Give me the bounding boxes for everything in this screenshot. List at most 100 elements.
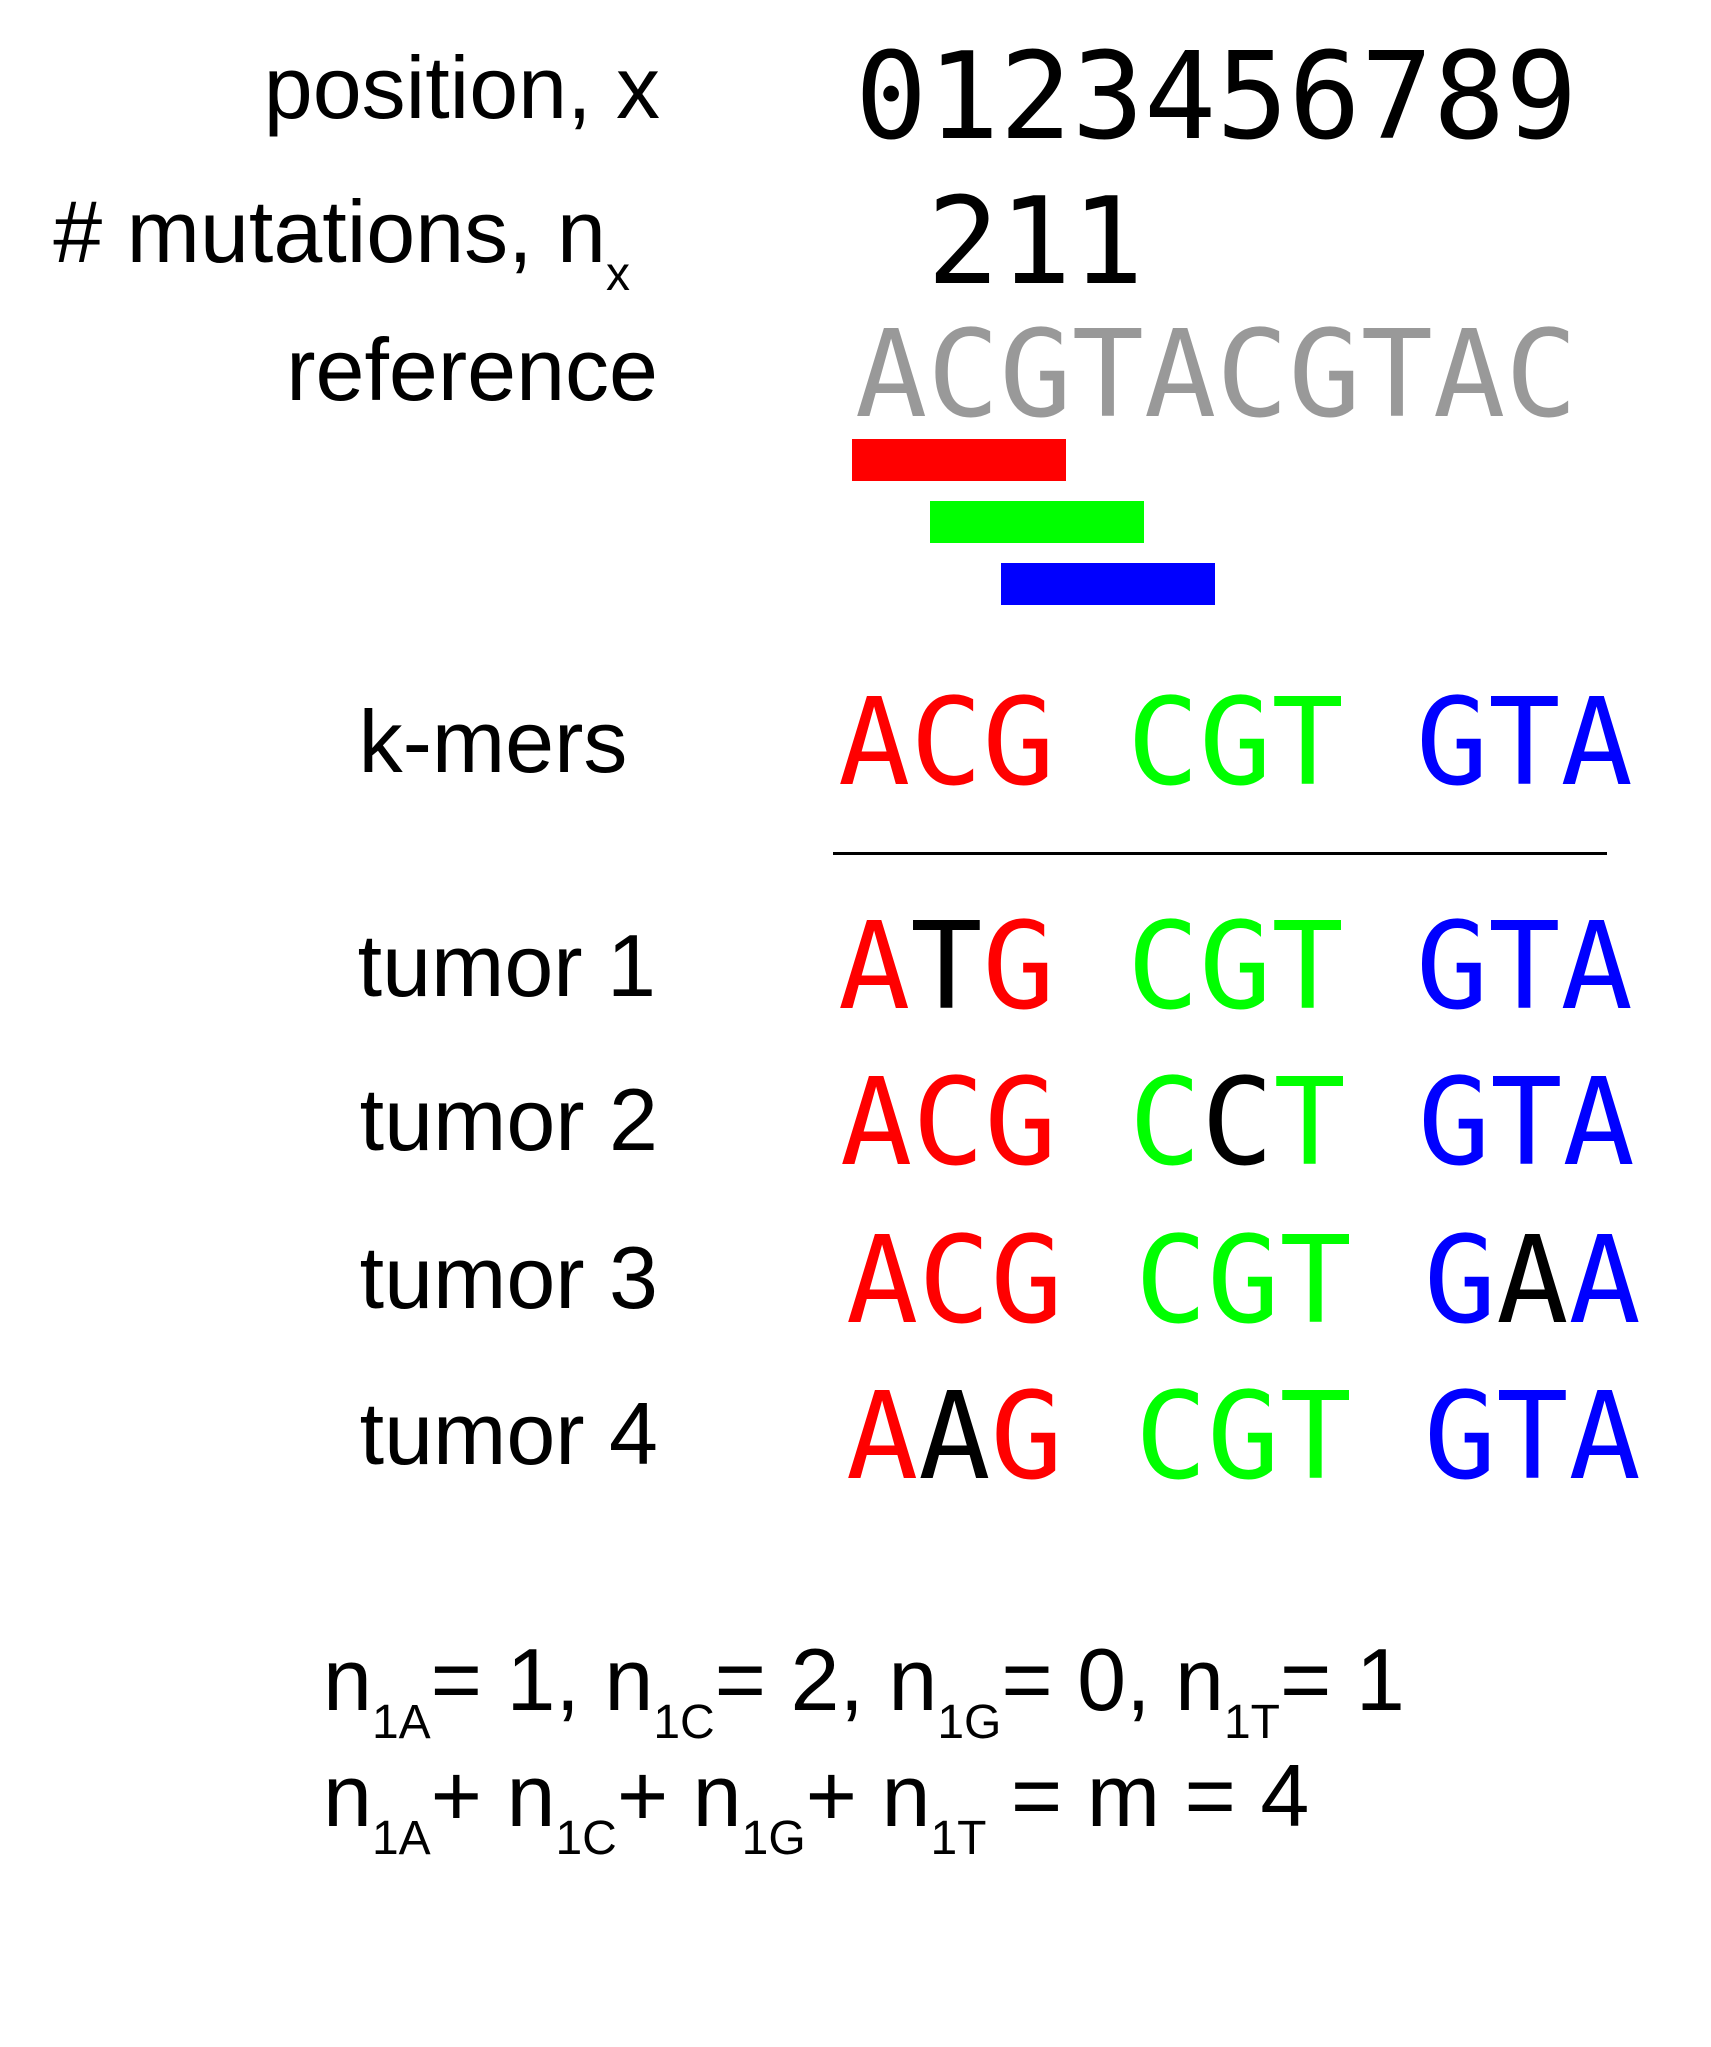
mutation-counts: 211 bbox=[927, 183, 1144, 303]
mutations-label: # mutations, nx bbox=[0, 188, 630, 299]
reference-base-char: A bbox=[855, 306, 928, 445]
tumor-2-kmer-2: CCT bbox=[1129, 1064, 1346, 1184]
kmer-2-bar bbox=[930, 501, 1144, 543]
mutation-count-char: 1 bbox=[999, 173, 1072, 312]
formula-text: = 2, bbox=[714, 1630, 889, 1729]
kmer-base: C bbox=[1129, 1054, 1202, 1193]
formula-variable: n bbox=[323, 1630, 372, 1729]
kmer-base: T bbox=[1488, 674, 1561, 813]
formula-subscript: 1G bbox=[937, 1696, 1002, 1749]
kmer-base: T bbox=[1488, 898, 1561, 1037]
tumor-4-label: tumor 4 bbox=[359, 1384, 658, 1483]
kmer-2: CGT bbox=[1127, 684, 1344, 804]
mutation-count-char: 1 bbox=[1071, 173, 1144, 312]
tumor-3-label: tumor 3 bbox=[359, 1228, 658, 1327]
kmer-base: C bbox=[918, 1212, 991, 1351]
kmer-base: G bbox=[990, 1212, 1063, 1351]
reference-base-char: A bbox=[1144, 306, 1217, 445]
position-digit-char: 0 bbox=[855, 28, 928, 167]
formula-subscript: 1T bbox=[1223, 1696, 1280, 1749]
tumor-2-sequence: ACG CCT GTA bbox=[840, 1064, 1635, 1184]
mutated-base: A bbox=[1496, 1212, 1569, 1351]
reference-sequence: ACGTACGTAC bbox=[855, 316, 1578, 436]
kmer-base: A bbox=[1562, 1054, 1635, 1193]
formula-variable: n bbox=[692, 1746, 742, 1845]
formula-subscript: 1A bbox=[371, 1696, 431, 1749]
reference-base-char: T bbox=[1360, 306, 1433, 445]
kmer-base: A bbox=[1560, 674, 1633, 813]
kmer-base: A bbox=[838, 898, 911, 1037]
kmer-base: T bbox=[1496, 1368, 1569, 1507]
kmer-base: A bbox=[1568, 1212, 1641, 1351]
kmer-base: A bbox=[1568, 1368, 1641, 1507]
kmer-base: G bbox=[1424, 1212, 1497, 1351]
kmers-sequence: ACG CGT GTA bbox=[838, 684, 1633, 804]
kmer-base: G bbox=[1199, 674, 1272, 813]
reference-base-char: C bbox=[1216, 306, 1289, 445]
formula-subscript: 1C bbox=[653, 1696, 715, 1749]
kmer-base: A bbox=[1560, 898, 1633, 1037]
position-digit-char: 3 bbox=[1071, 28, 1144, 167]
kmer-gap bbox=[1352, 1378, 1424, 1498]
kmer-gap bbox=[1344, 684, 1416, 804]
formula-variable: n bbox=[604, 1630, 654, 1729]
kmer-base: A bbox=[846, 1368, 919, 1507]
kmer-base: A bbox=[838, 674, 911, 813]
formula-text: = 1, bbox=[430, 1630, 605, 1729]
kmer-gap bbox=[1057, 1064, 1129, 1184]
kmer-base: T bbox=[1271, 674, 1344, 813]
kmer-gap bbox=[1063, 1222, 1135, 1342]
position-digit-char: 2 bbox=[999, 28, 1072, 167]
kmer-base: G bbox=[982, 898, 1055, 1037]
kmer-base: C bbox=[912, 1054, 985, 1193]
formula-subscript: 1C bbox=[555, 1812, 617, 1865]
kmer-gap bbox=[1055, 684, 1127, 804]
kmer-base: C bbox=[1135, 1212, 1208, 1351]
kmer-base: G bbox=[1424, 1368, 1497, 1507]
kmer-3-bar bbox=[1001, 563, 1215, 605]
tumor-4-sequence: AAG CGT GTA bbox=[846, 1378, 1641, 1498]
position-digit-char: 7 bbox=[1360, 28, 1433, 167]
kmer-base: G bbox=[1418, 1054, 1491, 1193]
tumor-1-sequence: ATG CGT GTA bbox=[838, 908, 1633, 1028]
formula-text: = 1 bbox=[1280, 1630, 1405, 1729]
formula-subscript: 1A bbox=[371, 1812, 431, 1865]
tumor-1-label: tumor 1 bbox=[357, 916, 656, 1015]
formula-subscript: 1T bbox=[930, 1812, 987, 1865]
kmer-base: G bbox=[1207, 1212, 1280, 1351]
formula-sum: n1A+ n1C+ n1G+ n1T = m = 4 bbox=[323, 1752, 1309, 1863]
tumor-1-kmer-3: GTA bbox=[1416, 908, 1633, 1028]
kmer-gap bbox=[1063, 1378, 1135, 1498]
kmer-base: G bbox=[1207, 1368, 1280, 1507]
position-digit-char: 1 bbox=[927, 28, 1000, 167]
mutated-base: T bbox=[910, 898, 983, 1037]
kmer-base: T bbox=[1490, 1054, 1563, 1193]
tumor-1-kmer-1: ATG bbox=[838, 908, 1055, 1028]
tumor-4-kmer-3: GTA bbox=[1424, 1378, 1641, 1498]
position-digit-char: 5 bbox=[1216, 28, 1289, 167]
mutated-base: A bbox=[918, 1368, 991, 1507]
formula-subscript: 1G bbox=[741, 1812, 806, 1865]
formula-text: = m = 4 bbox=[986, 1746, 1310, 1845]
mutations-label-main: # mutations, n bbox=[53, 182, 606, 281]
formula-counts: n1A= 1, n1C= 2, n1G= 0, n1T= 1 bbox=[323, 1636, 1405, 1747]
kmer-base: G bbox=[984, 1054, 1057, 1193]
reference-label: reference bbox=[286, 320, 658, 419]
position-digit-char: 6 bbox=[1288, 28, 1361, 167]
tumor-4-kmer-1: AAG bbox=[846, 1378, 1063, 1498]
kmer-base: A bbox=[846, 1212, 919, 1351]
tumor-3-sequence: ACG CGT GAA bbox=[846, 1222, 1641, 1342]
reference-base-char: G bbox=[1288, 306, 1361, 445]
kmer-base: G bbox=[1416, 674, 1489, 813]
formula-variable: n bbox=[506, 1746, 556, 1845]
kmer-base: A bbox=[840, 1054, 913, 1193]
tumor-3-kmer-2: CGT bbox=[1135, 1222, 1352, 1342]
position-digit-char: 8 bbox=[1433, 28, 1506, 167]
reference-base-char: T bbox=[1071, 306, 1144, 445]
tumor-3-kmer-3: GAA bbox=[1424, 1222, 1641, 1342]
tumor-2-label: tumor 2 bbox=[359, 1070, 658, 1169]
kmer-base: T bbox=[1271, 898, 1344, 1037]
divider-line bbox=[833, 852, 1607, 855]
kmers-label: k-mers bbox=[358, 692, 628, 791]
